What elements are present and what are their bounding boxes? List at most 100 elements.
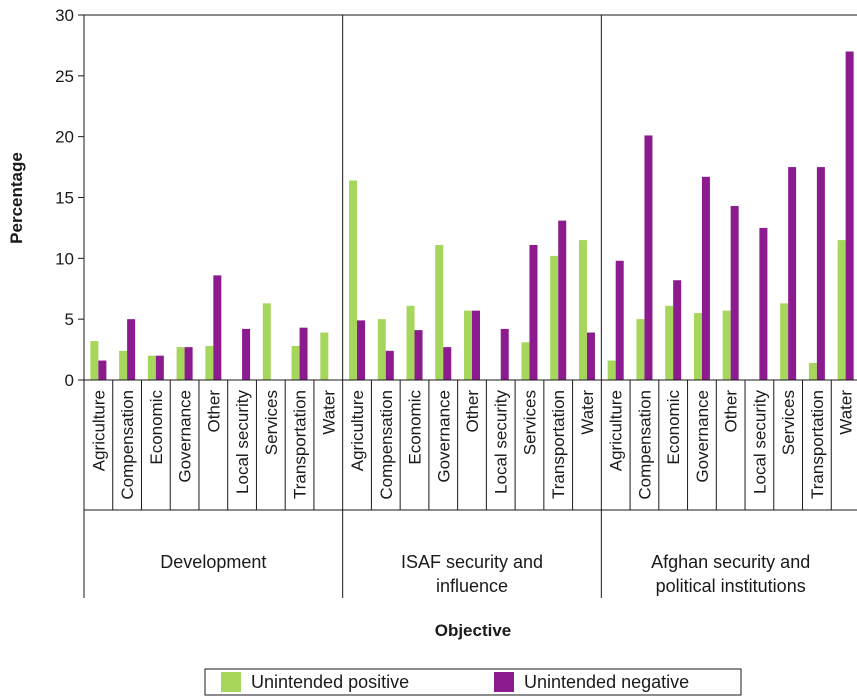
bar-positive bbox=[837, 240, 846, 380]
category-label: Other bbox=[722, 390, 741, 433]
bar-negative bbox=[816, 167, 825, 380]
category-label: Compensation bbox=[635, 390, 654, 500]
y-tick-label: 25 bbox=[55, 67, 74, 86]
bar-positive bbox=[349, 180, 358, 380]
category-label: Governance bbox=[693, 390, 712, 483]
y-tick-label: 5 bbox=[65, 310, 74, 329]
y-axis: 0 5 10 15 20 25 30 bbox=[55, 6, 85, 390]
bar-negative bbox=[357, 320, 366, 380]
y-tick-label: 20 bbox=[55, 128, 74, 147]
bar-negative bbox=[443, 347, 452, 380]
x-axis: Agriculture Compensation Economic Governanc… bbox=[83, 14, 857, 598]
bar-positive bbox=[665, 305, 674, 380]
legend: Unintended positive Unintended negative bbox=[204, 668, 742, 696]
category-label: Local security bbox=[492, 390, 511, 494]
bar-negative bbox=[155, 355, 164, 380]
category-label: Water bbox=[578, 390, 597, 435]
bar-negative bbox=[644, 135, 653, 380]
category-label: Transportation bbox=[549, 390, 568, 499]
bar-positive bbox=[147, 355, 156, 380]
bar-negative bbox=[759, 227, 768, 380]
category-label: Transportation bbox=[808, 390, 827, 499]
bar-positive bbox=[320, 332, 329, 380]
category-label: Compensation bbox=[377, 390, 396, 500]
category-label: Agriculture bbox=[348, 390, 367, 471]
bar-positive bbox=[377, 319, 386, 380]
bar-negative bbox=[414, 330, 423, 380]
legend-label-positive: Unintended positive bbox=[251, 672, 409, 692]
category-label: Water bbox=[837, 390, 856, 435]
bar-positive bbox=[578, 240, 587, 380]
bar-negative bbox=[730, 206, 739, 380]
category-label: Services bbox=[262, 390, 281, 455]
bar-negative bbox=[586, 332, 595, 380]
bar-positive bbox=[722, 310, 731, 380]
x-axis-title: Objective bbox=[435, 621, 512, 640]
legend-label-negative: Unintended negative bbox=[524, 672, 689, 692]
bar-positive bbox=[435, 244, 444, 380]
group-label: ISAF security and bbox=[401, 552, 543, 572]
bar-negative bbox=[385, 350, 394, 380]
bar-positive bbox=[808, 362, 817, 380]
bar-negative bbox=[242, 328, 251, 380]
category-label: Economic bbox=[406, 390, 425, 465]
legend-frame bbox=[204, 668, 742, 696]
bar-positive bbox=[262, 303, 271, 380]
bar-negative bbox=[472, 310, 480, 380]
bar-positive bbox=[291, 345, 300, 380]
bar-positive bbox=[205, 345, 214, 380]
bar-positive bbox=[406, 305, 415, 380]
bar-positive bbox=[521, 342, 530, 380]
group-label: Development bbox=[160, 552, 266, 572]
category-label: Compensation bbox=[118, 390, 137, 500]
category-label: Services bbox=[779, 390, 798, 455]
bar-positive bbox=[176, 347, 185, 380]
category-label: Water bbox=[319, 390, 338, 435]
legend-swatch-positive bbox=[221, 672, 241, 692]
category-label: Economic bbox=[664, 390, 683, 465]
bar-negative bbox=[184, 347, 193, 380]
category-label: Governance bbox=[176, 390, 195, 483]
bar-positive bbox=[90, 341, 99, 380]
group-label: Afghan security and bbox=[651, 552, 810, 572]
bar-negative bbox=[558, 220, 567, 380]
y-tick-label: 0 bbox=[65, 371, 74, 390]
bar-positive bbox=[607, 360, 616, 380]
bar-negative bbox=[615, 260, 624, 380]
bar-positive bbox=[693, 313, 702, 380]
y-tick-label: 10 bbox=[55, 249, 74, 268]
bar-positive bbox=[636, 319, 645, 380]
bar-negative bbox=[845, 51, 854, 380]
legend-swatch-negative bbox=[494, 672, 514, 692]
y-tick-label: 30 bbox=[55, 6, 74, 25]
bar-negative bbox=[213, 275, 222, 380]
bar-negative bbox=[788, 167, 797, 380]
category-label: Local security bbox=[233, 390, 252, 494]
bar-negative bbox=[127, 319, 136, 380]
category-label: Other bbox=[463, 390, 482, 433]
bar-negative bbox=[529, 244, 538, 380]
bar-positive bbox=[780, 303, 789, 380]
bar-positive bbox=[550, 255, 559, 380]
bar-negative bbox=[673, 280, 682, 380]
y-axis-title: Percentage bbox=[7, 152, 26, 244]
group-label: influence bbox=[436, 576, 508, 596]
y-tick-label: 15 bbox=[55, 189, 74, 208]
category-label: Transportation bbox=[291, 390, 310, 499]
category-label: Economic bbox=[147, 390, 166, 465]
bar-negative bbox=[701, 176, 710, 380]
bar-negative bbox=[299, 327, 308, 380]
category-label: Agriculture bbox=[89, 390, 108, 471]
category-label: Other bbox=[204, 390, 223, 433]
bar-positive bbox=[464, 310, 472, 380]
bar-negative bbox=[98, 360, 107, 380]
category-label: Governance bbox=[434, 390, 453, 483]
group-label: political institutions bbox=[656, 576, 806, 596]
category-label: Agriculture bbox=[607, 390, 626, 471]
category-label: Services bbox=[520, 390, 539, 455]
category-label: Local security bbox=[750, 390, 769, 494]
bar-positive bbox=[119, 350, 128, 380]
bars bbox=[90, 51, 854, 380]
bar-negative bbox=[500, 328, 509, 380]
